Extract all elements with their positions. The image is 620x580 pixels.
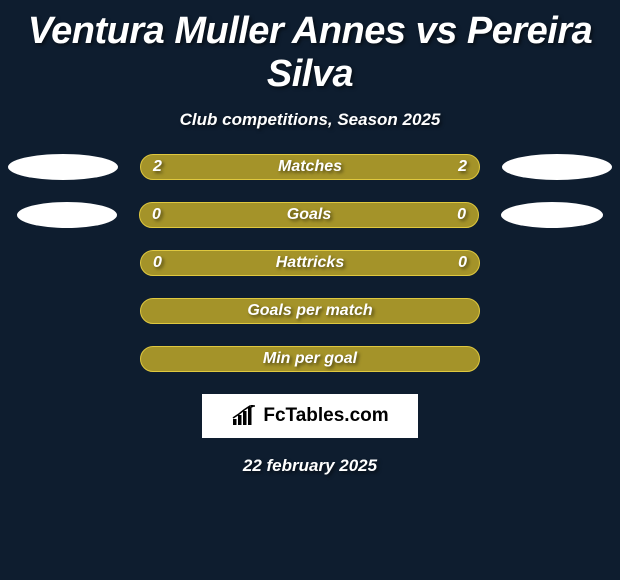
right-ellipse	[501, 202, 603, 228]
stats-list: 2 Matches 2 0 Goals 0 0 Hattricks 0 Goals per mat…	[0, 154, 620, 372]
stat-value-right: 2	[458, 158, 467, 176]
logo-badge: FcTables.com	[202, 394, 418, 438]
chart-icon	[231, 405, 257, 427]
left-ellipse	[8, 154, 118, 180]
stat-bar: Goals per match	[140, 298, 480, 324]
right-ellipse	[502, 154, 612, 180]
page-title: Ventura Muller Annes vs Pereira Silva	[0, 10, 620, 96]
subtitle: Club competitions, Season 2025	[0, 110, 620, 130]
stat-row: Goals per match	[0, 298, 620, 324]
stat-bar: 2 Matches 2	[140, 154, 480, 180]
comparison-card: Ventura Muller Annes vs Pereira Silva Cl…	[0, 0, 620, 476]
stat-bar: 0 Goals 0	[139, 202, 479, 228]
stat-value-right: 0	[457, 206, 466, 224]
stat-row: 0 Hattricks 0	[0, 250, 620, 276]
stat-row: 0 Goals 0	[0, 202, 620, 228]
stat-value-left: 0	[153, 254, 162, 272]
stat-label: Goals	[287, 206, 331, 224]
left-ellipse	[17, 202, 117, 228]
stat-label: Hattricks	[276, 254, 344, 272]
logo-text: FcTables.com	[263, 405, 388, 427]
stat-value-right: 0	[458, 254, 467, 272]
stat-value-left: 2	[153, 158, 162, 176]
stat-row: 2 Matches 2	[0, 154, 620, 180]
stat-label: Goals per match	[247, 302, 372, 320]
stat-value-left: 0	[152, 206, 161, 224]
stat-label: Matches	[278, 158, 342, 176]
stat-row: Min per goal	[0, 346, 620, 372]
stat-label: Min per goal	[263, 350, 357, 368]
stat-bar: 0 Hattricks 0	[140, 250, 480, 276]
stat-bar: Min per goal	[140, 346, 480, 372]
footer-date: 22 february 2025	[0, 456, 620, 476]
